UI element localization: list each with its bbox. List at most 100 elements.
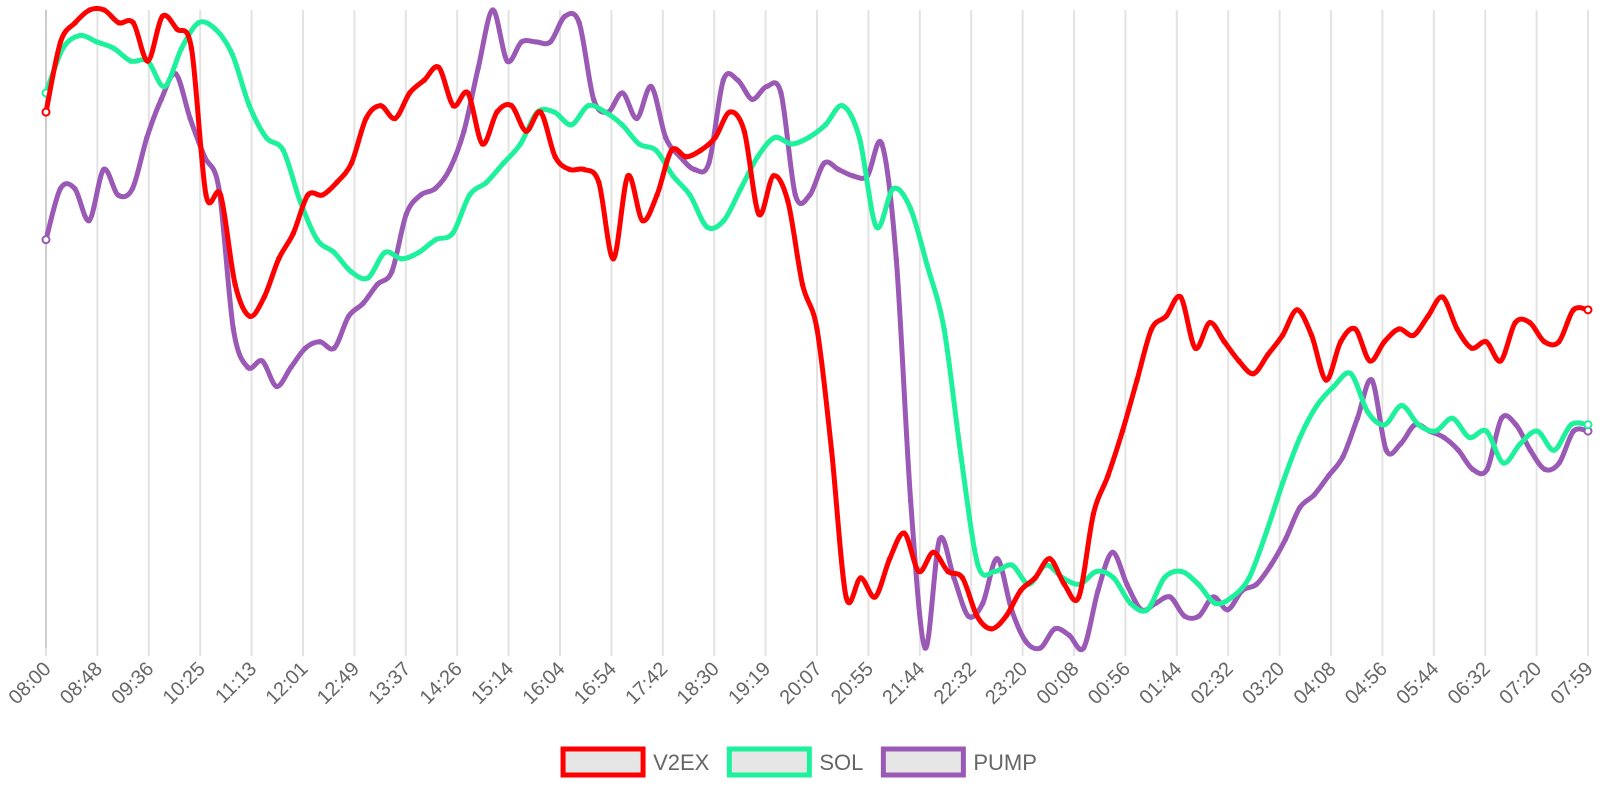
data-point-v2ex[interactable]: [537, 109, 544, 115]
data-point-pump[interactable]: [634, 115, 640, 122]
data-point-pump[interactable]: [1325, 473, 1332, 479]
data-point-sol[interactable]: [280, 147, 286, 154]
data-point-sol[interactable]: [382, 249, 388, 256]
data-point-pump[interactable]: [706, 160, 712, 166]
data-point-v2ex[interactable]: [246, 313, 253, 319]
data-point-pump[interactable]: [417, 192, 424, 198]
data-point-pump[interactable]: [1354, 415, 1361, 422]
data-point-v2ex[interactable]: [465, 90, 471, 96]
data-point-v2ex[interactable]: [727, 109, 733, 115]
data-point-v2ex[interactable]: [654, 192, 660, 198]
data-point-pump[interactable]: [907, 498, 914, 504]
data-point-sol[interactable]: [466, 192, 473, 198]
data-point-sol[interactable]: [1178, 568, 1185, 575]
data-point-v2ex[interactable]: [930, 549, 937, 555]
data-point-v2ex[interactable]: [363, 115, 369, 122]
data-point-v2ex[interactable]: [348, 160, 355, 166]
data-point-pump[interactable]: [922, 645, 928, 651]
data-point-sol[interactable]: [365, 275, 371, 281]
data-point-v2ex[interactable]: [116, 20, 122, 26]
data-point-v2ex[interactable]: [1498, 358, 1504, 364]
data-point-pump[interactable]: [893, 256, 899, 262]
data-point-pump[interactable]: [590, 96, 597, 103]
data-point-sol[interactable]: [771, 134, 778, 141]
data-point-v2ex[interactable]: [916, 568, 922, 575]
data-point-pump[interactable]: [994, 555, 1000, 562]
data-point-v2ex[interactable]: [392, 115, 398, 122]
data-point-v2ex[interactable]: [683, 154, 689, 160]
data-point-v2ex[interactable]: [1134, 377, 1140, 383]
data-point-sol[interactable]: [958, 453, 964, 460]
data-point-pump[interactable]: [374, 281, 381, 288]
data-point-pump[interactable]: [1268, 562, 1274, 568]
data-point-sol[interactable]: [1381, 422, 1388, 428]
data-point-pump[interactable]: [86, 217, 92, 224]
data-point-sol[interactable]: [1365, 409, 1371, 415]
data-point-v2ex[interactable]: [1265, 351, 1271, 358]
data-point-sol[interactable]: [1229, 594, 1235, 600]
data-point-pump[interactable]: [302, 345, 309, 351]
data-point-v2ex[interactable]: [1279, 332, 1286, 339]
data-point-sol[interactable]: [619, 122, 625, 128]
legend-item-v2ex[interactable]: V2EX: [560, 746, 710, 778]
data-point-pump[interactable]: [1052, 626, 1058, 632]
data-point-sol[interactable]: [1534, 428, 1540, 434]
data-point-sol[interactable]: [449, 230, 456, 237]
data-point-pump[interactable]: [576, 20, 582, 26]
data-point-pump[interactable]: [461, 128, 467, 134]
data-point-sol[interactable]: [111, 45, 117, 51]
data-point-v2ex[interactable]: [174, 26, 180, 32]
data-point-sol[interactable]: [1449, 415, 1456, 422]
data-point-pump[interactable]: [749, 96, 755, 103]
data-point-v2ex[interactable]: [1192, 345, 1198, 351]
data-point-sol[interactable]: [1161, 575, 1168, 581]
data-point-sol[interactable]: [1110, 575, 1117, 581]
data-point-pump[interactable]: [1542, 466, 1548, 473]
data-point-sol[interactable]: [873, 224, 880, 230]
data-point-pump[interactable]: [115, 192, 121, 198]
data-point-pump[interactable]: [1095, 587, 1101, 594]
data-point-sol[interactable]: [1568, 422, 1574, 428]
data-point-pump[interactable]: [331, 345, 337, 351]
data-point-pump[interactable]: [187, 115, 193, 122]
data-point-v2ex[interactable]: [1017, 587, 1024, 594]
data-point-pump[interactable]: [1340, 453, 1346, 460]
data-point-pump[interactable]: [691, 166, 698, 173]
data-point-v2ex[interactable]: [712, 134, 718, 141]
data-point-sol[interactable]: [1583, 420, 1593, 430]
data-point-sol[interactable]: [128, 58, 134, 64]
data-point-sol[interactable]: [992, 568, 998, 575]
data-point-sol[interactable]: [704, 224, 710, 230]
data-point-v2ex[interactable]: [1381, 339, 1388, 345]
data-point-sol[interactable]: [738, 185, 744, 192]
data-point-sol[interactable]: [890, 185, 896, 192]
data-point-v2ex[interactable]: [1527, 319, 1533, 326]
data-point-v2ex[interactable]: [1250, 370, 1257, 377]
data-point-pump[interactable]: [1484, 466, 1490, 473]
data-point-pump[interactable]: [562, 13, 568, 20]
data-point-pump[interactable]: [1023, 638, 1029, 645]
data-point-pump[interactable]: [792, 192, 799, 198]
data-point-v2ex[interactable]: [1163, 313, 1169, 319]
data-point-v2ex[interactable]: [610, 256, 617, 262]
data-point-sol[interactable]: [636, 141, 642, 147]
data-point-v2ex[interactable]: [1076, 594, 1082, 600]
data-point-sol[interactable]: [195, 20, 202, 26]
data-point-pump[interactable]: [518, 39, 525, 45]
data-point-pump[interactable]: [835, 166, 842, 173]
data-point-v2ex[interactable]: [1105, 473, 1111, 479]
data-point-v2ex[interactable]: [232, 281, 238, 288]
data-point-v2ex[interactable]: [828, 447, 835, 453]
data-point-pump[interactable]: [980, 600, 986, 607]
data-point-pump[interactable]: [490, 7, 496, 13]
data-point-v2ex[interactable]: [887, 555, 893, 562]
data-point-v2ex[interactable]: [945, 568, 951, 575]
data-point-sol[interactable]: [1144, 607, 1151, 613]
data-point-v2ex[interactable]: [872, 594, 878, 600]
data-point-v2ex[interactable]: [290, 230, 297, 237]
data-point-pump[interactable]: [475, 64, 482, 71]
data-point-sol[interactable]: [1263, 530, 1269, 536]
data-point-pump[interactable]: [230, 326, 237, 332]
data-point-v2ex[interactable]: [1556, 339, 1562, 345]
data-point-sol[interactable]: [551, 109, 558, 115]
